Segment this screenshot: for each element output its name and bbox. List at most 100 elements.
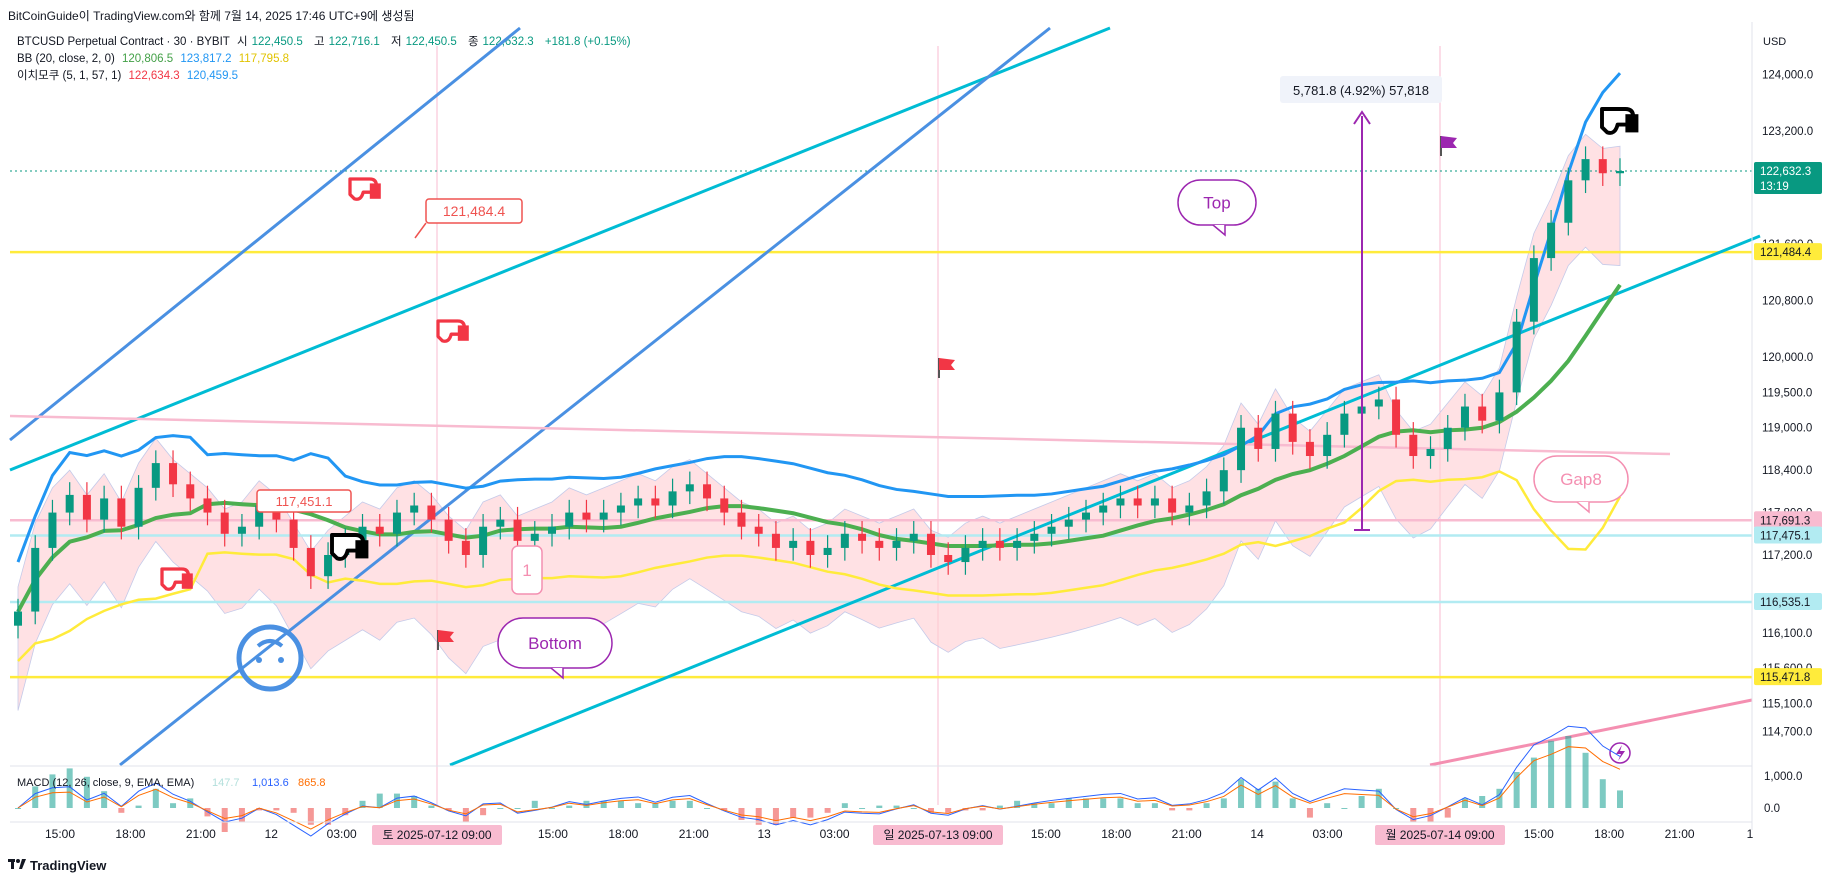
candle-body (668, 491, 677, 506)
price-tick-label: 116,100.0 (1762, 628, 1812, 640)
candle-body (513, 519, 522, 541)
candle (737, 499, 746, 540)
price-badges: 122,632.3 13:19 121,484.4 117,691.3 117,475.… (1754, 161, 1822, 686)
price-tick-label: 115,100.0 (1762, 698, 1812, 710)
candle-body (1564, 180, 1573, 223)
candle-body (823, 547, 832, 555)
candle-body (530, 533, 539, 541)
macd-hist-bar (1324, 803, 1331, 808)
candle-body (771, 533, 780, 548)
macd-hist-bar (514, 808, 521, 809)
price-badge-bg (1754, 668, 1822, 686)
candle-body (703, 484, 712, 499)
flag-icon-cloth (1441, 136, 1457, 148)
candle-body (220, 512, 229, 534)
time-highlight-bg (1375, 825, 1505, 845)
macd-hist-bar (1100, 798, 1107, 808)
trend-line (449, 234, 1761, 767)
macd-hist-bar (118, 808, 125, 813)
candle-body (410, 505, 419, 513)
candle-body (1409, 434, 1418, 457)
macd-hist-bar (1565, 736, 1572, 808)
candle (582, 499, 591, 533)
currency-label[interactable]: USD (1763, 36, 1787, 48)
macd-hist-bar (307, 808, 314, 825)
candle (1305, 429, 1314, 469)
time-highlight-bg (873, 825, 1003, 845)
candle-body (1547, 222, 1556, 259)
time-tick-label: 18:00 (1594, 827, 1624, 841)
candle (616, 492, 625, 526)
price-badge: 121,484.4 (1754, 243, 1822, 261)
candle-body (978, 540, 987, 548)
candle (392, 499, 401, 547)
candle (565, 499, 574, 540)
macd-hist-bar (221, 808, 228, 832)
candle (1047, 513, 1056, 547)
candle-body (875, 540, 884, 548)
candle (995, 528, 1004, 561)
flag-icon-cloth (939, 358, 955, 370)
pointing-hand-icon-cuff (1625, 114, 1639, 133)
candle-body (1512, 321, 1521, 393)
candle-body (651, 498, 660, 506)
legend-ichimoku-a: 122,634.3 (128, 70, 180, 82)
face-outline (236, 624, 304, 692)
macd-hist-bar (635, 803, 642, 808)
price-tick-label: 123,200.0 (1762, 126, 1813, 138)
time-tick-label: 15:00 (1031, 827, 1061, 841)
tradingview-logo[interactable]: TradingView (8, 858, 106, 873)
time-highlight: 토 2025-07-12 09:00 (372, 825, 502, 845)
macd-hist-bar (480, 808, 487, 816)
macd-hist-bar (66, 768, 73, 808)
face-icon (236, 624, 304, 692)
callout-gap8-tail (1576, 501, 1590, 514)
candle (634, 485, 643, 519)
candle (926, 521, 935, 568)
macd-hist-bar (497, 808, 504, 809)
price-badge-bg (1754, 592, 1822, 610)
candle-body (1219, 470, 1228, 492)
candle (1581, 146, 1590, 194)
macd-hist-bar (1479, 796, 1486, 808)
candle-body (1047, 526, 1056, 534)
candle (978, 528, 987, 561)
trend-line (9, 26, 521, 442)
macd-hist-bar (704, 808, 711, 809)
macd-hist-bar (1203, 803, 1210, 808)
candle-body (479, 526, 488, 555)
legend-ichimoku-row[interactable]: 이치모쿠 (5, 1, 57, 1) 122,634.3 120,459.5 (17, 68, 635, 85)
macd-hist-bar (841, 803, 848, 808)
candle (1254, 415, 1263, 462)
measure-label-bg (1280, 76, 1442, 103)
macd-hist-bar (910, 808, 917, 809)
candle-body (186, 484, 195, 499)
macd-hist-bar (531, 800, 538, 808)
candle-body (1013, 540, 1022, 548)
candle (651, 485, 660, 519)
candle (1168, 485, 1177, 526)
macd-hist-bar (893, 805, 900, 808)
candle-body (565, 512, 574, 527)
macd-hist-bar (1444, 808, 1451, 818)
annotations: 5,781.8 (4.92%) 57,818 121,484.4 Top Bottom… (160, 76, 1639, 764)
macd-hist-bar (462, 808, 469, 823)
macd-hist-bar (49, 774, 56, 808)
legend-symbol-row[interactable]: BTCUSD Perpetual Contract · 30 · BYBIT 시… (17, 34, 635, 51)
candle-body (1133, 498, 1142, 506)
measure-label: 5,781.8 (4.92%) 57,818 (1280, 76, 1442, 103)
price-callout-box (425, 198, 523, 224)
macd-hist-bar (772, 808, 779, 825)
legend-ichimoku-name: 이치모쿠 (5, 1, 57, 1) (17, 70, 122, 82)
time-highlight-bg (372, 825, 502, 845)
candle-body (1116, 498, 1125, 506)
macd-hist-bar (1065, 798, 1072, 808)
macd-hist-bar (1272, 781, 1279, 808)
macd-hist-bar (1306, 808, 1313, 818)
candle (479, 513, 488, 568)
time-tick-label: 03:00 (820, 827, 850, 841)
macd-hist-bar (686, 800, 693, 808)
legend-bb-row[interactable]: BB (20, close, 2, 0) 120,806.5 123,817.2… (17, 51, 635, 68)
candle-body (806, 540, 815, 555)
